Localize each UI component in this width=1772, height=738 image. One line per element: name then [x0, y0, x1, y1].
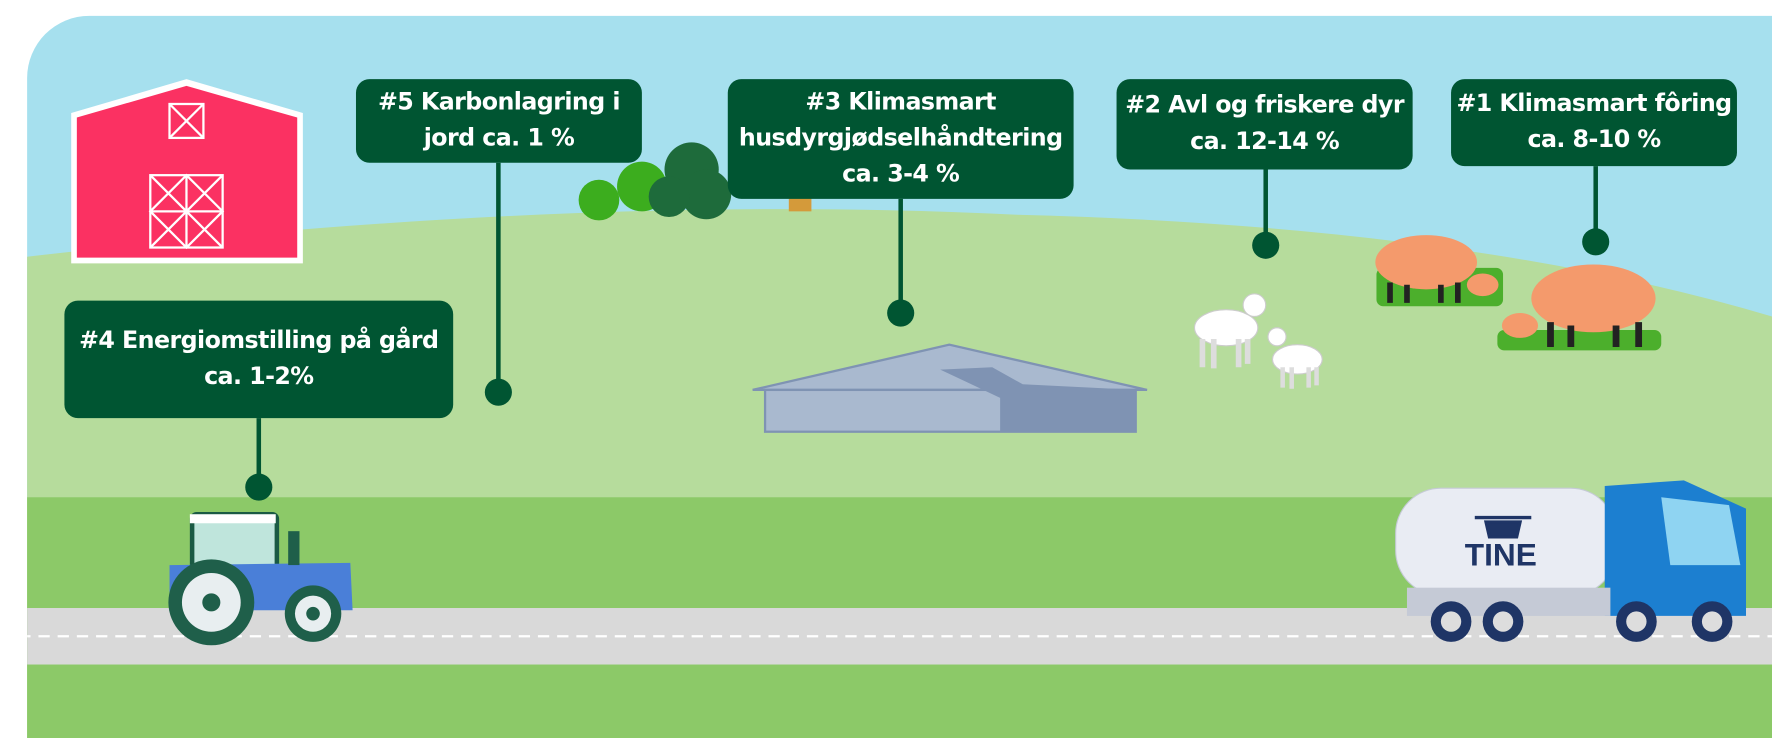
callout-text: #5 Karbonlagring i [378, 87, 620, 115]
callout-text: #1 Klimasmart fôring [1456, 89, 1731, 117]
callout-text: ca. 3-4 % [842, 160, 960, 188]
callout-text: ca. 8-10 % [1527, 125, 1661, 153]
callout-text: jord ca. 1 % [423, 124, 575, 152]
callout-dot [887, 299, 914, 326]
callout-dot [1252, 232, 1279, 259]
callout-dot [485, 379, 512, 406]
barn [71, 79, 303, 263]
callout-text: #3 Klimasmart [805, 87, 996, 115]
farm-illustration: TINE #5 Karbonlagring i jord ca. 1 % #3 Kl… [0, 0, 1772, 738]
callout-text: ca. 1-2% [204, 362, 314, 390]
callout-text: #4 Energiomstilling på gård [79, 326, 438, 354]
truck-brand: TINE [1465, 537, 1537, 573]
callout-dot [245, 474, 272, 501]
callout-box [64, 301, 453, 419]
callout-text: #2 Avl og friskere dyr [1125, 91, 1405, 119]
callout-text: ca. 12-14 % [1190, 127, 1340, 155]
callout-text: husdyrgjødselhåndtering [739, 124, 1063, 152]
callout-dot [1582, 228, 1609, 255]
